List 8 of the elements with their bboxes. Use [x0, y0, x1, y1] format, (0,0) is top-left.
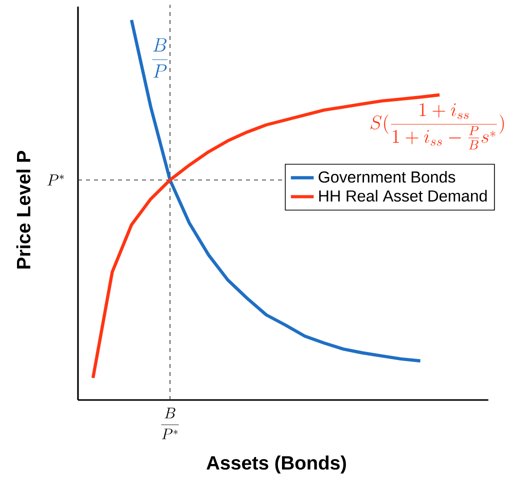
annotation: $S(\frac{1+i_{ss}}{1+i_{ss}-\frac{P}{B}s^*})$ [370, 103, 504, 150]
legend-label: HH Real Asset Demand [319, 190, 487, 202]
text: $\frac{B}{P^*}$ [161, 408, 179, 440]
legend-label: Government Bonds [318, 170, 456, 183]
annotation: $\frac{B}{P}$ [152, 38, 168, 78]
y-axis-title: Price Level P [16, 150, 30, 268]
ref-line-label: $P^*$ [47, 174, 64, 186]
x-axis-title: Assets (Bonds) [206, 456, 346, 474]
